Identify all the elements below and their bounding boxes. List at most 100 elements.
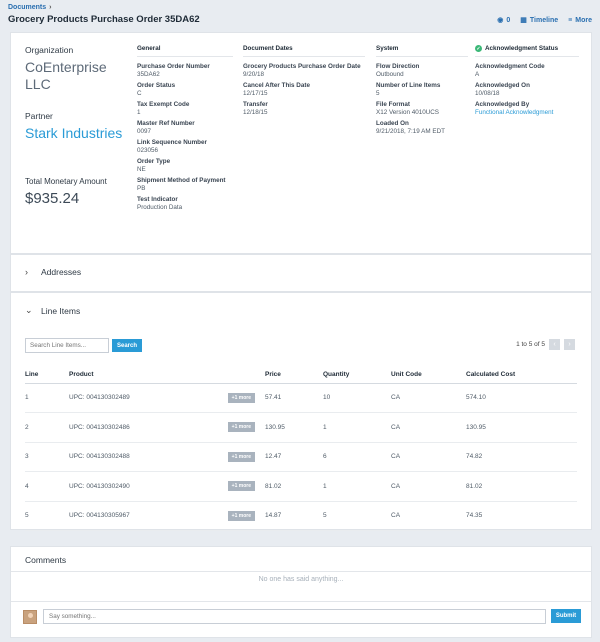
field-label: Grocery Products Purchase Order Date <box>243 63 361 70</box>
calendar-icon: ▦ <box>520 17 527 24</box>
partner-label: Partner <box>25 111 53 121</box>
comment-input[interactable] <box>43 609 546 624</box>
cell-quantity: 1 <box>323 471 391 502</box>
field-value: 023056 <box>137 147 159 154</box>
more-products-badge[interactable]: +1 more <box>227 422 255 433</box>
addresses-header[interactable]: › Addresses <box>25 267 81 277</box>
field-label: Loaded On <box>376 120 409 127</box>
field-label: Test Indicator <box>137 196 178 203</box>
table-row[interactable]: 5 UPC: 004130305967 +1 more 14.87 5 CA 74.35 <box>25 501 577 531</box>
acknowledgment-heading: ✓ Acknowledgment Status <box>475 45 579 57</box>
cell-unit-code: CA <box>391 501 466 531</box>
col-price[interactable]: Price <box>265 367 323 384</box>
cell-calculated-cost: 74.82 <box>466 442 577 472</box>
menu-icon: ≡ <box>568 16 573 24</box>
field-label: File Format <box>376 101 410 108</box>
table-row[interactable]: 2 UPC: 004130302486 +1 more 130.95 1 CA 130.95 <box>25 412 577 443</box>
cell-line: 5 <box>25 501 69 531</box>
table-row[interactable]: 1 UPC: 004130302489 +1 more 57.41 10 CA 574.10 <box>25 383 577 413</box>
cell-price: 130.95 <box>265 412 323 443</box>
top-bar: Documents › Grocery Products Purchase Ord… <box>0 0 600 32</box>
breadcrumb[interactable]: Documents › <box>8 4 51 11</box>
next-page-button[interactable]: › <box>564 339 575 350</box>
product-code: UPC: 004130302489 <box>69 394 130 402</box>
field-value: 35DA62 <box>137 71 160 78</box>
col-quantity[interactable]: Quantity <box>323 367 391 384</box>
col-line[interactable]: Line <box>25 367 69 384</box>
chevron-right-icon: › <box>49 4 52 11</box>
cell-product: UPC: 004130302486 +1 more <box>69 412 265 443</box>
comments-section: Comments No one has said anything... Sub… <box>10 546 592 638</box>
search-line-items-input[interactable] <box>25 338 109 353</box>
general-section: General Purchase Order Number 35DA62 Order… <box>137 45 233 211</box>
header-actions: ◉ 0 ▦ Timeline ≡ More <box>497 16 592 25</box>
field-value: Outbound <box>376 71 404 78</box>
prev-page-button[interactable]: ‹ <box>549 339 560 350</box>
line-items-label: Line Items <box>41 305 81 316</box>
more-products-badge[interactable]: +1 more <box>227 510 255 521</box>
col-calculated-cost[interactable]: Calculated Cost <box>466 367 577 384</box>
pager-text: 1 to 5 of 5 <box>516 341 545 348</box>
col-product[interactable]: Product <box>69 367 265 384</box>
field-label: Transfer <box>243 101 268 108</box>
field-label: Cancel After This Date <box>243 82 310 89</box>
search-button[interactable]: Search <box>112 339 142 352</box>
field-label: Purchase Order Number <box>137 63 210 70</box>
addresses-section[interactable]: › Addresses <box>10 254 592 292</box>
line-items-table: Line Product Price Quantity Unit Code Ca… <box>25 367 577 531</box>
partner-name[interactable]: Stark Industries <box>25 125 123 141</box>
field-value: 5 <box>376 90 380 97</box>
cell-calculated-cost: 74.35 <box>466 501 577 531</box>
field-label: Tax Exempt Code <box>137 101 190 108</box>
field-value[interactable]: Functional Acknowledgment <box>475 109 554 116</box>
system-section: System Flow Direction Outbound Number of L… <box>376 45 468 135</box>
product-code: UPC: 004130302490 <box>69 482 130 490</box>
organization-label: Organization <box>25 45 74 55</box>
cell-line: 3 <box>25 442 69 472</box>
check-circle-icon: ✓ <box>475 45 482 52</box>
watchers-button[interactable]: ◉ 0 <box>497 16 511 25</box>
table-row[interactable]: 3 UPC: 004130302488 +1 more 12.47 6 CA 74.82 <box>25 442 577 472</box>
field-value: PB <box>137 185 146 192</box>
cell-line: 1 <box>25 383 69 413</box>
field-label: Acknowledged On <box>475 82 530 89</box>
cell-quantity: 1 <box>323 412 391 443</box>
summary-card: Organization CoEnterprise LLC Partner St… <box>10 32 592 254</box>
cell-price: 81.02 <box>265 471 323 502</box>
field-value: C <box>137 90 142 97</box>
total-label: Total Monetary Amount <box>25 177 107 186</box>
submit-button[interactable]: Submit <box>551 609 581 623</box>
field-label: Master Ref Number <box>137 120 195 127</box>
col-unit-code[interactable]: Unit Code <box>391 367 466 384</box>
field-value: 1 <box>137 109 141 116</box>
field-value: NE <box>137 166 146 173</box>
more-products-badge[interactable]: +1 more <box>227 392 255 403</box>
line-items-header[interactable]: ⌄ Line Items <box>25 305 80 316</box>
line-items-section: ⌄ Line Items Search 1 to 5 of 5 ‹ › Line… <box>10 292 592 531</box>
more-button[interactable]: ≡ More <box>568 16 592 24</box>
field-label: Order Type <box>137 158 171 165</box>
field-value: 12/17/15 <box>243 90 268 97</box>
breadcrumb-documents[interactable]: Documents <box>8 4 47 11</box>
cell-unit-code: CA <box>391 383 466 413</box>
more-products-badge[interactable]: +1 more <box>227 481 255 492</box>
cell-unit-code: CA <box>391 442 466 472</box>
system-heading: System <box>376 45 468 57</box>
document-dates-section: Document Dates Grocery Products Purchase… <box>243 45 365 116</box>
cell-product: UPC: 004130305967 +1 more <box>69 501 265 531</box>
cell-line: 4 <box>25 471 69 502</box>
field-value: 0097 <box>137 128 152 135</box>
cell-price: 14.87 <box>265 501 323 531</box>
document-dates-heading: Document Dates <box>243 45 365 57</box>
field-label: Link Sequence Number <box>137 139 207 146</box>
more-products-badge[interactable]: +1 more <box>227 451 255 462</box>
addresses-label: Addresses <box>41 267 82 277</box>
table-row[interactable]: 4 UPC: 004130302490 +1 more 81.02 1 CA 81.02 <box>25 471 577 502</box>
pager: 1 to 5 of 5 ‹ › <box>516 339 575 350</box>
page-title: Grocery Products Purchase Order 35DA62 <box>8 14 200 25</box>
cell-product: UPC: 004130302489 +1 more <box>69 383 265 413</box>
field-label: Flow Direction <box>376 63 420 70</box>
cell-calculated-cost: 81.02 <box>466 471 577 502</box>
timeline-button[interactable]: ▦ Timeline <box>520 16 559 25</box>
cell-calculated-cost: 130.95 <box>466 412 577 443</box>
